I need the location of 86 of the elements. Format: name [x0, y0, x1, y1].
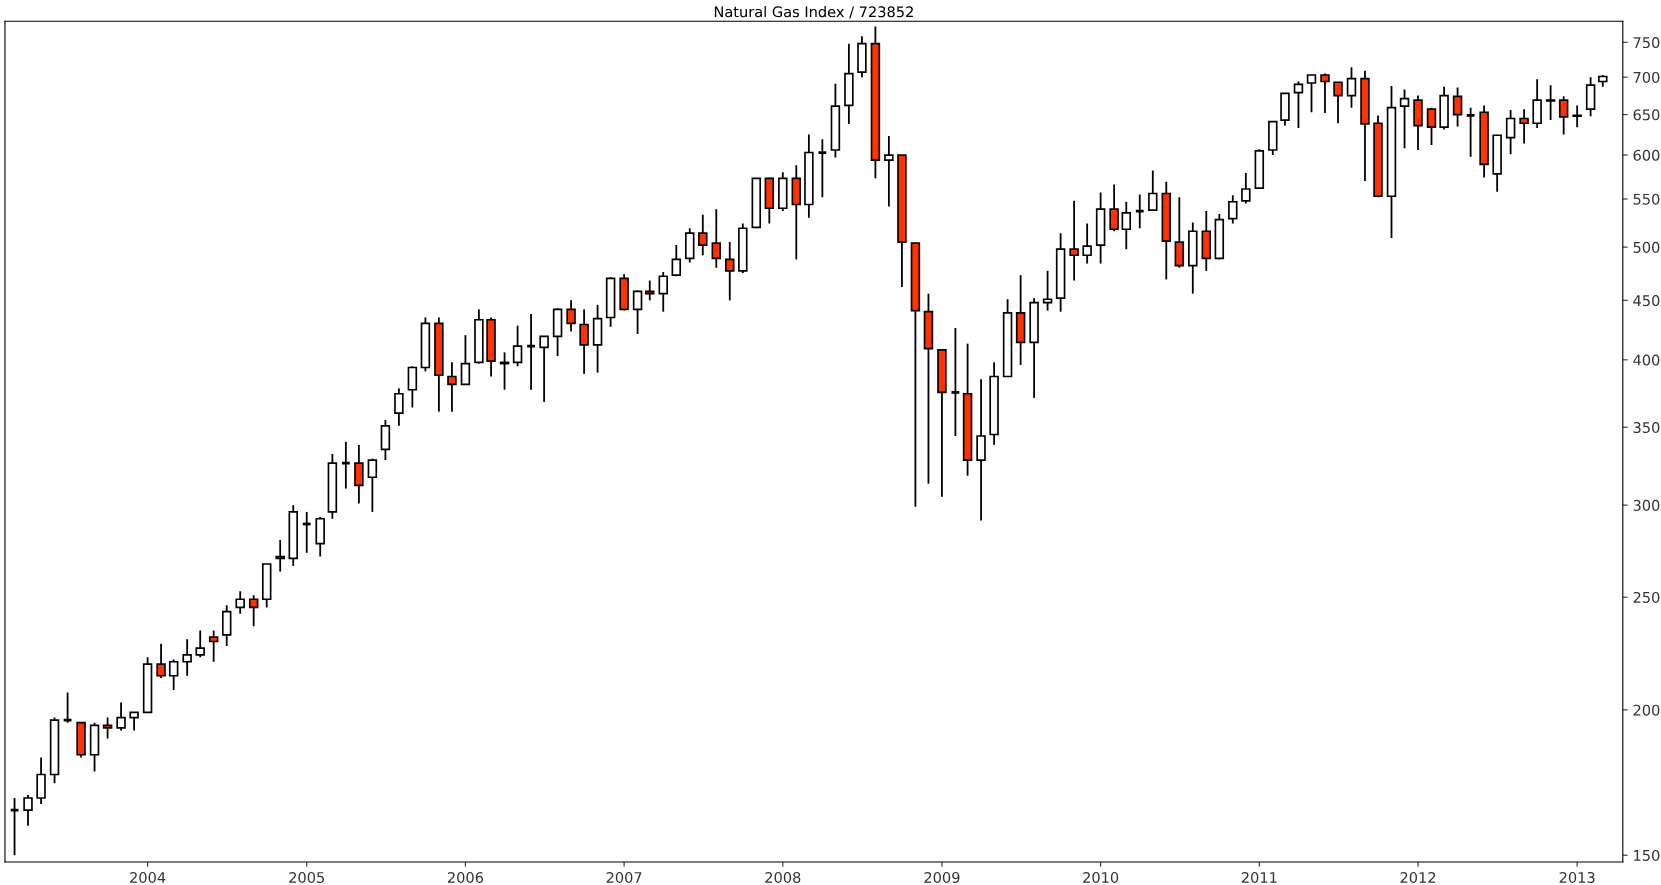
candlestick [884, 135, 894, 208]
candlestick [1505, 109, 1516, 156]
x-tick-label: 2012 [1400, 871, 1436, 883]
x-tick-label: 2004 [130, 871, 166, 883]
candlestick [129, 711, 139, 732]
candlestick [168, 658, 179, 692]
y-tick-label: 150 [1634, 849, 1660, 861]
candlestick [950, 327, 961, 437]
candlestick [1346, 66, 1357, 109]
candlestick [340, 441, 352, 490]
candlestick [658, 271, 668, 313]
candlestick [579, 308, 589, 375]
y-tick-label: 700 [1633, 71, 1660, 83]
y-tick-label: 600 [1633, 149, 1660, 161]
candlestick [275, 539, 285, 573]
candlestick [1545, 84, 1556, 121]
candlestick [195, 629, 205, 659]
y-tick-label: 650 [1633, 109, 1660, 121]
candlestick [1042, 270, 1053, 312]
candlestick [235, 590, 245, 615]
candlestick [102, 716, 113, 740]
candlestick [698, 213, 708, 257]
candlestick [1174, 196, 1185, 269]
x-tick-label: 2005 [289, 871, 324, 883]
x-tick-label: 2007 [606, 871, 642, 883]
candlestick [1121, 200, 1132, 251]
candlestick [566, 299, 576, 333]
candlestick [1558, 95, 1569, 136]
y-tick-label: 550 [1633, 193, 1660, 205]
candlestick [354, 443, 364, 505]
candlestick [407, 365, 418, 409]
candlestick [460, 334, 471, 386]
y-tick-label: 300 [1633, 499, 1660, 511]
candlestick [1241, 172, 1251, 205]
x-tick-label: 2011 [1241, 871, 1277, 883]
candlestick [182, 638, 192, 677]
candlestick [1452, 86, 1463, 128]
candlestick [394, 387, 404, 427]
x-tick-label: 2013 [1559, 871, 1595, 883]
x-tick-label: 2009 [924, 871, 960, 883]
candlestick [711, 208, 722, 269]
y-tick-label: 200 [1633, 704, 1660, 716]
candlestick [36, 756, 46, 805]
candlestick [248, 594, 259, 628]
y-tick-label: 450 [1633, 295, 1660, 307]
x-tick-label: 2006 [447, 871, 484, 883]
candlestick [725, 241, 735, 302]
candlestick [671, 244, 682, 278]
candlestick [9, 797, 20, 857]
chart-title: Natural Gas Index / 723852 [714, 5, 913, 19]
y-tick-label: 500 [1633, 241, 1660, 253]
x-tick-label: 2008 [765, 871, 801, 883]
candlestick [1465, 106, 1476, 158]
candlestick [1082, 222, 1092, 265]
candlestick [221, 604, 232, 647]
candlestick [1532, 78, 1542, 129]
candlestick [208, 629, 219, 663]
candlestick [1069, 199, 1079, 282]
candlestick [1333, 81, 1343, 125]
candlestick [1572, 104, 1582, 129]
candlestick [1109, 183, 1119, 233]
candlestick [447, 361, 457, 413]
candlestick [632, 289, 643, 335]
candlestick [539, 335, 549, 403]
candlestick [1320, 72, 1330, 114]
candlestick [380, 419, 391, 461]
candlestick [367, 457, 378, 513]
candlestick [1293, 80, 1304, 129]
candlestick [1148, 169, 1158, 212]
candlestick [525, 313, 537, 391]
candlestick [116, 701, 126, 732]
candlestick [1306, 74, 1317, 114]
candlestick [23, 794, 33, 827]
candlestick [1399, 88, 1410, 150]
candlestick [1426, 106, 1437, 146]
candlestick [1228, 194, 1238, 225]
candlestick [512, 324, 523, 368]
candlestick [156, 642, 166, 680]
x-tick-label: 2010 [1083, 871, 1119, 883]
y-tick-label: 350 [1633, 421, 1660, 434]
y-tick-label: 750 [1633, 37, 1660, 49]
candlestick [62, 691, 73, 724]
candlestick [817, 138, 828, 199]
candlestick [1519, 108, 1529, 145]
y-tick-label: 400 [1633, 354, 1660, 366]
y-tick-label: 250 [1633, 591, 1660, 603]
